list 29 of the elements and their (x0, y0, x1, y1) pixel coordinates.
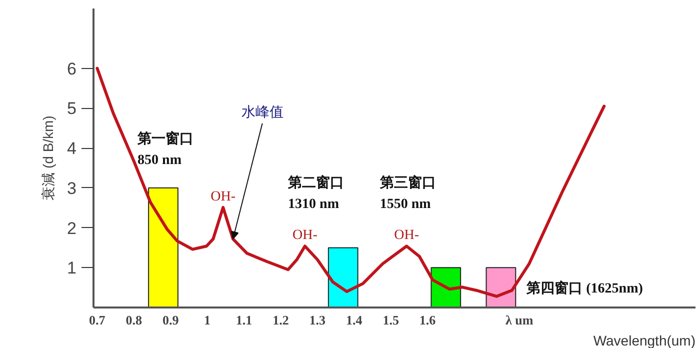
y-tick-label: 5 (67, 99, 77, 118)
x-tick-label: 1.3 (309, 312, 326, 328)
x-tick-label: 1.6 (419, 312, 436, 328)
annotation: 水峰值 (241, 103, 284, 120)
bar (430, 267, 462, 308)
x-tick-label: 0.8 (126, 312, 143, 328)
y-tick-label: 3 (67, 178, 77, 198)
bar (328, 247, 358, 308)
annotation: OH- (394, 228, 420, 244)
annotation: OH- (210, 189, 236, 204)
annotation: 第三窗口 1550 nm (378, 174, 436, 212)
x-tick-label: 1 (204, 312, 211, 328)
x-tick-label: λ um (505, 312, 534, 328)
y-tick-label: 2 (67, 218, 77, 238)
annotation: 第四窗口 (1625nm) (526, 280, 644, 297)
annotation: OH- (292, 228, 318, 244)
x-tick-label: 1.2 (272, 312, 289, 328)
x-tick-label: 0.7 (89, 312, 106, 328)
x-tick-label: 1.1 (236, 312, 252, 328)
x-tick-label: 1.4 (346, 312, 363, 328)
x-tick-label: 0.9 (162, 312, 180, 328)
bar (148, 187, 178, 308)
annotation: 第二窗口 1310 nm (287, 174, 344, 212)
annotation: 第一窗口 850 nm (136, 130, 194, 168)
y-tick-label: 4 (67, 139, 77, 158)
y-axis-title: 衰減 (d B/km) (40, 116, 56, 200)
y-tick-label: 1 (67, 258, 77, 278)
x-tick-label: 1.5 (382, 312, 400, 328)
y-tick-label: 6 (67, 59, 77, 78)
